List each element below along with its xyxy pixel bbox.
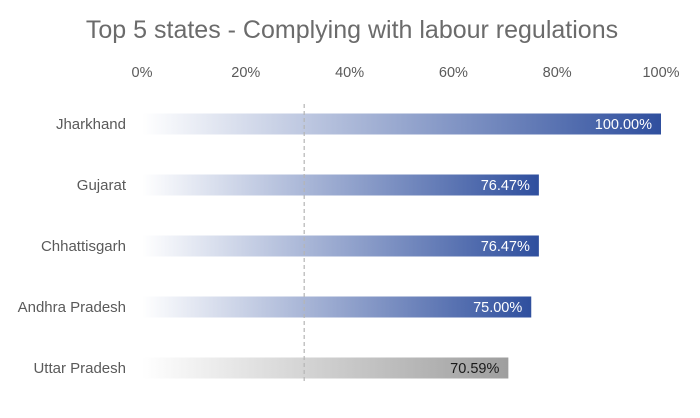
data-labels: 100.00% 76.47% 76.47% 75.00% 70.59% bbox=[450, 117, 652, 377]
category-label: Andhra Pradesh bbox=[18, 299, 126, 316]
category-labels: Jharkhand Gujarat Chhattisgarh Andhra Prade… bbox=[18, 116, 127, 377]
chart-title: Top 5 states - Complying with labour reg… bbox=[86, 16, 618, 44]
data-label: 70.59% bbox=[450, 361, 499, 377]
bar-chhattisgarh bbox=[142, 235, 539, 257]
category-label: Jharkhand bbox=[56, 116, 126, 133]
x-tick-label: 0% bbox=[132, 65, 153, 81]
x-tick-label: 20% bbox=[231, 65, 260, 81]
bar-jharkhand bbox=[142, 113, 661, 135]
x-tick-label: 100% bbox=[642, 65, 679, 81]
bar-uttar-pradesh bbox=[142, 357, 509, 379]
category-label: Chhattisgarh bbox=[41, 238, 126, 255]
data-label: 75.00% bbox=[473, 300, 522, 316]
data-label: 76.47% bbox=[481, 178, 530, 194]
category-label: Gujarat bbox=[77, 177, 127, 194]
category-label: Uttar Pradesh bbox=[33, 360, 126, 377]
bar-andhra-pradesh bbox=[142, 296, 532, 318]
data-label: 76.47% bbox=[481, 239, 530, 255]
bars bbox=[142, 113, 661, 379]
x-tick-label: 80% bbox=[543, 65, 572, 81]
x-tick-label: 60% bbox=[439, 65, 468, 81]
data-label: 100.00% bbox=[595, 117, 652, 133]
bar-gujarat bbox=[142, 174, 539, 196]
x-axis-ticks: 0% 20% 40% 60% 80% 100% bbox=[132, 65, 680, 81]
x-tick-label: 40% bbox=[335, 65, 364, 81]
